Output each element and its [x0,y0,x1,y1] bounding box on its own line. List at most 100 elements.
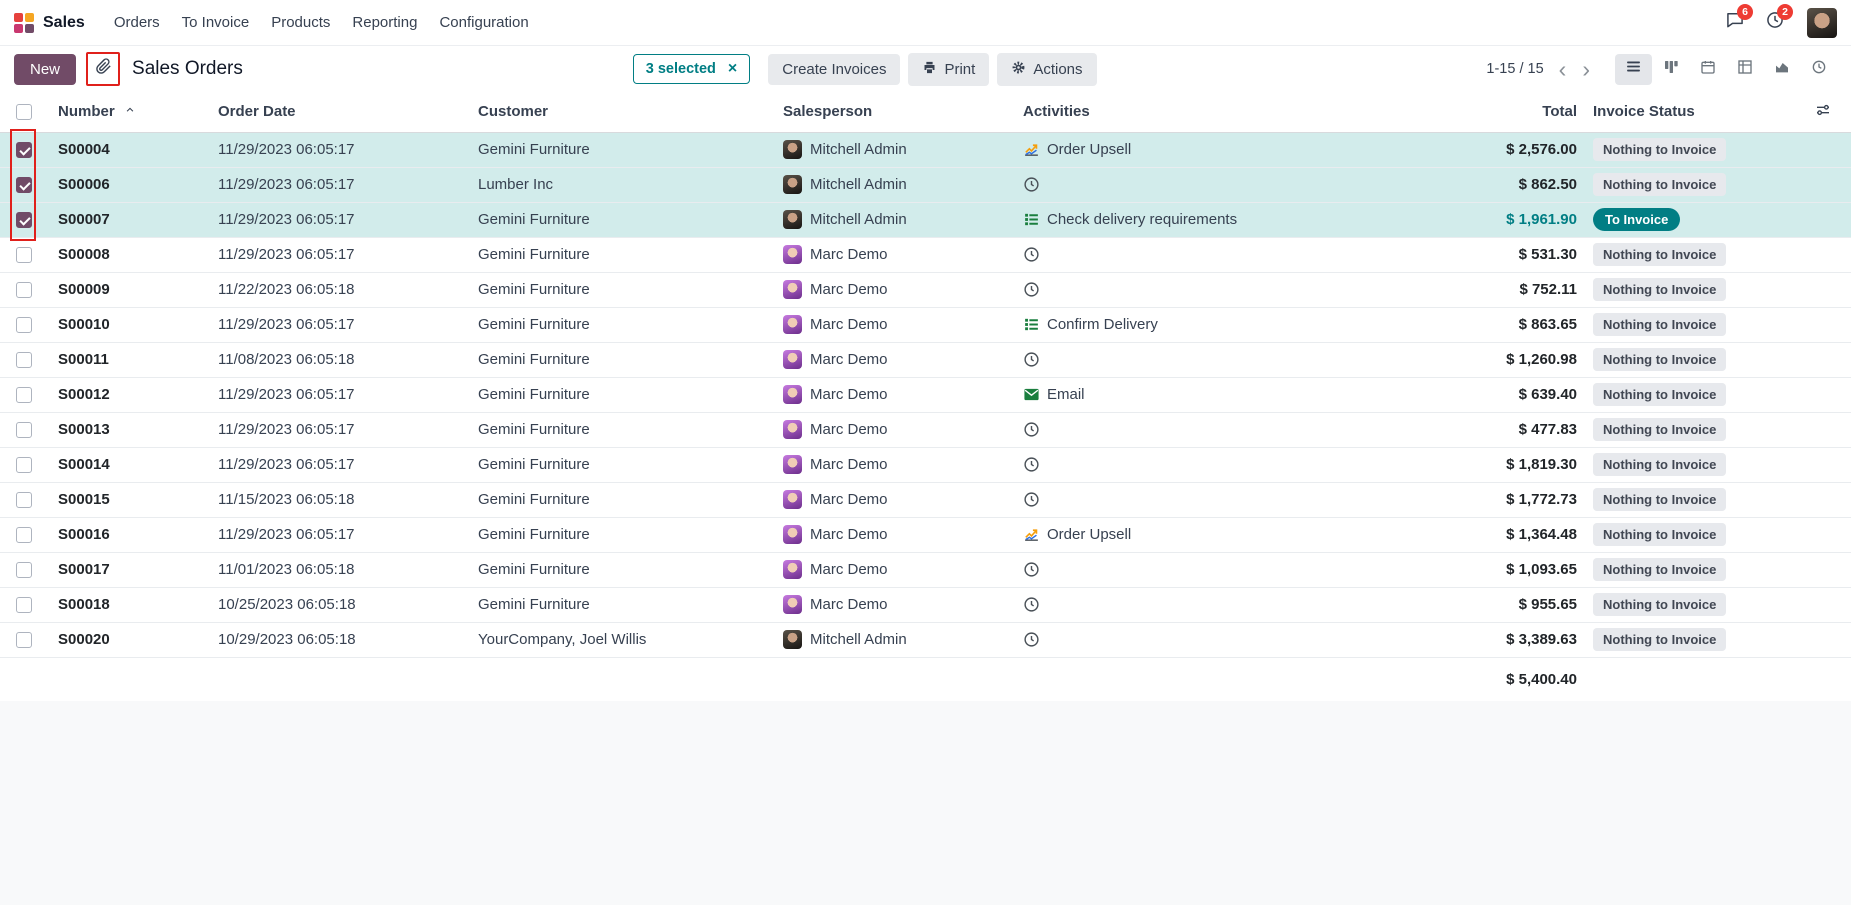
table-row[interactable]: S00009 11/22/2023 06:05:18 Gemini Furnit… [0,271,1851,307]
activity-cell[interactable] [1023,176,1427,193]
row-checkbox[interactable] [16,492,32,509]
table-row[interactable]: S00013 11/29/2023 06:05:17 Gemini Furnit… [0,411,1851,447]
activity-cell[interactable]: Confirm Delivery [1023,316,1427,333]
row-checkbox[interactable] [16,352,32,369]
activity-clock-icon [1023,561,1040,578]
salesperson-name: Marc Demo [810,526,888,543]
salesperson-avatar [783,595,802,614]
kanban-view-button[interactable] [1652,54,1689,85]
row-checkbox[interactable] [16,527,32,544]
create-invoices-button[interactable]: Create Invoices [768,53,901,85]
table-row[interactable]: S00011 11/08/2023 06:05:18 Gemini Furnit… [0,341,1851,377]
activity-cell[interactable] [1023,281,1427,298]
activity-cell[interactable] [1023,246,1427,263]
column-header-activities[interactable]: Activities [1015,92,1435,133]
actions-button[interactable]: Actions [997,52,1097,86]
table-row[interactable]: S00017 11/01/2023 06:05:18 Gemini Furnit… [0,551,1851,587]
invoice-status-badge: Nothing to Invoice [1593,243,1727,266]
column-header-order-date[interactable]: Order Date [210,92,470,133]
order-number: S00009 [58,281,110,298]
row-checkbox[interactable] [16,177,32,194]
table-row[interactable]: S00010 11/29/2023 06:05:17 Gemini Furnit… [0,306,1851,342]
activities-menu-button[interactable]: 2 [1765,4,1793,35]
pager-range[interactable]: 1-15 / 15 [1486,61,1544,77]
column-header-salesperson[interactable]: Salesperson [775,92,1015,133]
column-header-number[interactable]: Number [50,92,210,133]
control-panel: New Sales Orders 3 selected × Create Inv… [0,46,1851,92]
row-checkbox[interactable] [16,247,32,264]
menu-to-invoice[interactable]: To Invoice [181,13,250,31]
customer-name: Gemini Furniture [478,246,590,263]
messages-menu-button[interactable]: 6 [1725,4,1753,35]
menu-orders[interactable]: Orders [113,13,160,31]
salesperson-name: Mitchell Admin [810,141,907,158]
activity-cell[interactable] [1023,421,1427,438]
app-name[interactable]: Sales [43,13,85,31]
table-row[interactable]: S00004 11/29/2023 06:05:17 Gemini Furnit… [0,132,1851,167]
salesperson-avatar [783,245,802,264]
invoice-status-badge: Nothing to Invoice [1593,278,1727,301]
table-row[interactable]: S00015 11/15/2023 06:05:18 Gemini Furnit… [0,481,1851,517]
pager-next-button[interactable]: › [1575,57,1597,81]
salesperson-name: Marc Demo [810,456,888,473]
select-all-checkbox[interactable] [16,104,32,121]
row-checkbox[interactable] [16,387,32,404]
order-number: S00008 [58,246,110,263]
table-row[interactable]: S00007 11/29/2023 06:05:17 Gemini Furnit… [0,201,1851,237]
clear-selection-button[interactable]: × [727,60,738,77]
row-checkbox[interactable] [16,457,32,474]
activity-cell[interactable] [1023,561,1427,578]
activity-cell[interactable]: Check delivery requirements [1023,211,1427,228]
activity-cell[interactable]: Email [1023,386,1427,403]
menu-configuration[interactable]: Configuration [439,13,529,31]
menu-products[interactable]: Products [271,13,331,31]
activity-clock-icon [1023,176,1040,193]
pager-previous-button[interactable]: ‹ [1552,57,1574,81]
activity-cell[interactable] [1023,491,1427,508]
column-header-customer[interactable]: Customer [470,92,775,133]
gear-icon [1011,60,1026,79]
menu-reporting[interactable]: Reporting [352,13,418,31]
row-checkbox[interactable] [16,632,32,649]
row-checkbox[interactable] [16,142,32,159]
table-row[interactable]: S00020 10/29/2023 06:05:18 YourCompany, … [0,621,1851,657]
row-checkbox[interactable] [16,317,32,334]
table-row[interactable]: S00006 11/29/2023 06:05:17 Lumber Inc Mi… [0,166,1851,202]
activity-view-button[interactable] [1800,54,1837,85]
row-checkbox[interactable] [16,422,32,439]
column-label-invoice-status: Invoice Status [1593,103,1695,121]
optional-columns-button[interactable] [1803,102,1843,122]
user-avatar[interactable] [1807,7,1837,38]
row-checkbox[interactable] [16,597,32,614]
column-header-invoice-status[interactable]: Invoice Status [1585,92,1795,133]
activity-cell[interactable] [1023,596,1427,613]
order-date: 11/29/2023 06:05:17 [218,176,355,193]
customer-name: Gemini Furniture [478,421,590,438]
row-checkbox[interactable] [16,562,32,579]
table-row[interactable]: S00012 11/29/2023 06:05:17 Gemini Furnit… [0,376,1851,412]
apps-grid-icon[interactable] [14,12,34,33]
table-row[interactable]: S00018 10/25/2023 06:05:18 Gemini Furnit… [0,586,1851,622]
graph-view-button[interactable] [1763,54,1800,85]
new-button[interactable]: New [14,53,77,85]
pivot-view-button[interactable] [1726,54,1763,85]
activity-cell[interactable] [1023,631,1427,648]
calendar-view-button[interactable] [1689,54,1726,85]
row-checkbox[interactable] [16,212,32,229]
row-checkbox[interactable] [16,282,32,299]
print-button[interactable]: Print [908,52,990,86]
list-view-button[interactable] [1615,53,1652,85]
table-row[interactable]: S00008 11/29/2023 06:05:17 Gemini Furnit… [0,236,1851,272]
activity-cell[interactable]: Order Upsell [1023,141,1427,158]
salesperson-name: Marc Demo [810,281,888,298]
attachment-button[interactable] [89,55,117,83]
table-row[interactable]: S00016 11/29/2023 06:05:17 Gemini Furnit… [0,516,1851,552]
column-header-total[interactable]: Total [1435,92,1585,133]
activities-badge: 2 [1777,4,1793,20]
activity-label: Confirm Delivery [1047,316,1158,333]
activity-cell[interactable] [1023,351,1427,368]
activity-cell[interactable]: Order Upsell [1023,526,1427,543]
activity-cell[interactable] [1023,456,1427,473]
column-label-number: Number [58,103,115,121]
table-row[interactable]: S00014 11/29/2023 06:05:17 Gemini Furnit… [0,446,1851,482]
